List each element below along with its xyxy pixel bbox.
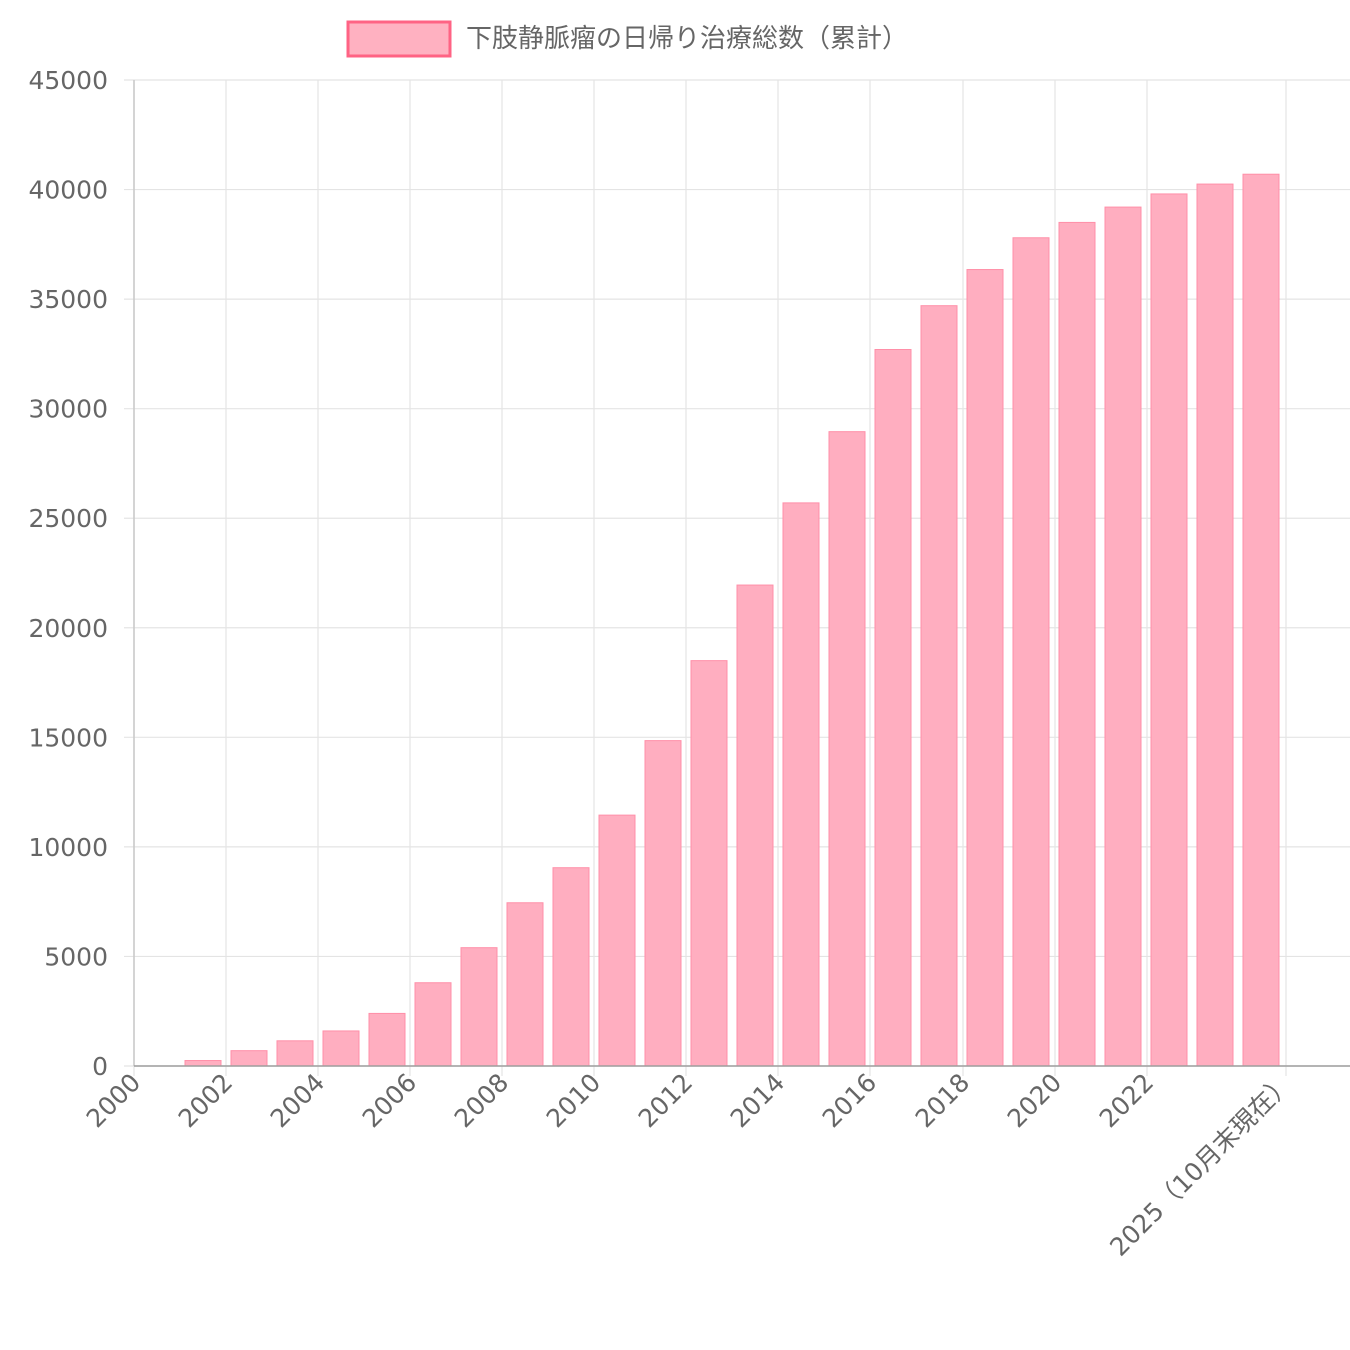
bar[interactable]	[1196, 183, 1234, 1067]
y-tick-label: 45000	[28, 66, 108, 95]
bar[interactable]	[782, 502, 820, 1067]
bar[interactable]	[368, 1012, 406, 1067]
x-tick-label: 2014	[725, 1068, 790, 1133]
y-tick-labels: 0 5000 10000 15000 20000 25000 30000 35000 40000…	[28, 66, 108, 1081]
bar[interactable]	[1150, 193, 1188, 1067]
bars	[184, 173, 1280, 1067]
y-tick-label: 35000	[28, 285, 108, 314]
y-tick-label: 25000	[28, 504, 108, 533]
bar[interactable]	[230, 1050, 268, 1067]
bar[interactable]	[966, 269, 1004, 1067]
bar[interactable]	[874, 349, 912, 1067]
vertical-gridlines	[133, 80, 1287, 1076]
bar[interactable]	[184, 1060, 222, 1067]
y-tick-label: 5000	[44, 942, 108, 971]
bar[interactable]	[460, 947, 498, 1067]
bar[interactable]	[828, 431, 866, 1067]
x-tick-label: 2004	[265, 1068, 330, 1133]
y-tick-label: 15000	[28, 723, 108, 752]
legend[interactable]: 下肢静脈瘤の日帰り治療総数（累計）	[346, 20, 908, 58]
x-tick-label: 2002	[173, 1068, 238, 1133]
bar[interactable]	[736, 584, 774, 1067]
x-tick-label: 2012	[633, 1068, 698, 1133]
bar[interactable]	[1012, 237, 1050, 1067]
bar[interactable]	[920, 305, 958, 1067]
bar[interactable]	[322, 1030, 360, 1067]
x-tick-label: 2022	[1094, 1068, 1159, 1133]
bar[interactable]	[690, 660, 728, 1067]
y-tick-label: 30000	[28, 395, 108, 424]
legend-label[interactable]: 下肢静脈瘤の日帰り治療総数（累計）	[466, 24, 908, 54]
y-tick-label: 0	[92, 1052, 108, 1081]
bar[interactable]	[414, 982, 452, 1067]
x-tick-label: 2006	[357, 1068, 422, 1133]
bar[interactable]	[506, 902, 544, 1067]
y-tick-label: 20000	[28, 614, 108, 643]
bar[interactable]	[276, 1040, 314, 1067]
axes	[133, 80, 1350, 1067]
y-tick-label: 10000	[28, 833, 108, 862]
bar[interactable]	[1058, 221, 1096, 1067]
x-tick-label: 2000	[81, 1068, 146, 1133]
legend-swatch[interactable]	[346, 20, 452, 58]
bar[interactable]	[598, 814, 636, 1067]
bar[interactable]	[644, 740, 682, 1067]
y-tick-label: 40000	[28, 176, 108, 205]
x-tick-label: 2016	[817, 1068, 882, 1133]
x-tick-label: 2008	[449, 1068, 514, 1133]
bar[interactable]	[1104, 206, 1142, 1067]
x-tick-label: 2010	[541, 1068, 606, 1133]
x-tick-label: 2020	[1002, 1068, 1067, 1133]
bar[interactable]	[1242, 173, 1280, 1067]
bar[interactable]	[552, 867, 590, 1067]
x-tick-label: 2018	[910, 1068, 975, 1133]
x-tick-labels: 2000 2002 2004 2006 2008 2010 2012 2014 2016 2018…	[81, 1068, 1298, 1262]
